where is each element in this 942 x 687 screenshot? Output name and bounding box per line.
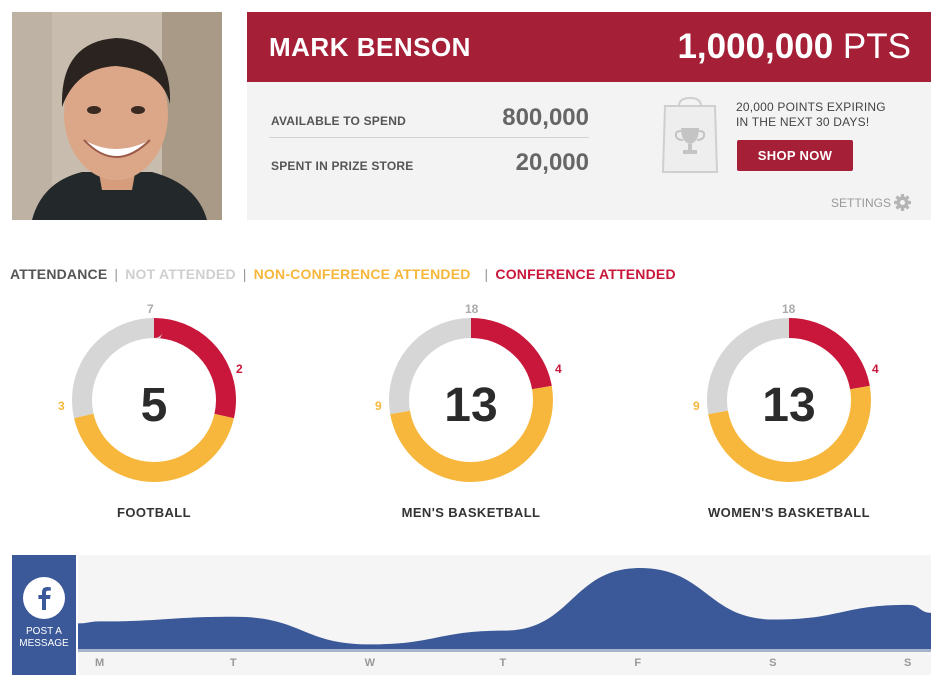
donut-title: MEN'S BASKETBALL <box>401 505 541 520</box>
gear-icon <box>894 194 911 211</box>
legend-separator: | <box>242 266 247 282</box>
donut-non-conference-label: 3 <box>58 399 65 413</box>
donut-conference-label: 2 <box>236 362 243 376</box>
donut-womens-basketball: 13 18 4 9 WOMEN'S BASKETBALL <box>689 300 889 530</box>
donut-non-conference-label: 9 <box>375 399 382 413</box>
expire-line-1: 20,000 POINTS EXPIRING <box>736 100 886 114</box>
available-value: 800,000 <box>502 104 589 131</box>
donut-title: WOMEN'S BASKETBALL <box>708 505 870 520</box>
post-message-label: POST A MESSAGE <box>12 626 76 650</box>
settings-link[interactable]: SETTINGS <box>831 194 911 211</box>
donut-mens-basketball: 13 18 4 9 MEN'S BASKETBALL <box>371 300 571 530</box>
available-row: AVAILABLE TO SPEND 800,000 <box>269 98 589 138</box>
day-label: S <box>769 657 777 669</box>
user-name: MARK BENSON <box>269 32 471 62</box>
activity-area <box>78 568 931 649</box>
legend-conference: CONFERENCE ATTENDED <box>495 266 676 282</box>
donut-chart <box>707 318 871 482</box>
activity-area-chart <box>78 568 931 652</box>
donut-football: 5 7 2 3 FOOTBALL <box>54 300 254 530</box>
day-label: T <box>499 657 507 669</box>
donut-segment-not-attended <box>389 318 553 482</box>
attendance-legend: ATTENDANCE | NOT ATTENDED | NON-CONFERENCE A… <box>10 266 676 282</box>
post-line-1: POST A <box>26 626 62 637</box>
donut-conference-label: 4 <box>872 362 879 376</box>
available-label: AVAILABLE TO SPEND <box>271 114 406 128</box>
donut-chart <box>389 318 553 482</box>
donut-segment-non-conference <box>707 318 871 482</box>
day-label: T <box>229 657 237 669</box>
day-label: M <box>95 657 105 669</box>
day-label: W <box>364 657 376 669</box>
day-label: F <box>634 657 642 669</box>
donut-total-label: 18 <box>465 302 479 316</box>
donut-center-value: 5 <box>140 379 168 432</box>
spent-value: 20,000 <box>515 149 589 176</box>
spent-row: SPENT IN PRIZE STORE 20,000 <box>269 142 589 182</box>
trophy-bag-icon <box>661 96 719 173</box>
donut-total-label: 7 <box>147 302 154 316</box>
donut-title: FOOTBALL <box>117 505 191 520</box>
donut-segment-non-conference <box>72 318 236 482</box>
profile-photo <box>12 12 222 220</box>
legend-attendance: ATTENDANCE <box>10 266 108 282</box>
points-unit: PTS <box>842 27 911 66</box>
legend-separator: | <box>114 266 119 282</box>
donut-non-conference-label: 9 <box>693 399 700 413</box>
post-line-2: MESSAGE <box>19 638 69 649</box>
donut-segment-non-conference <box>389 318 553 482</box>
points-value: 1,000,000 <box>677 27 834 66</box>
donut-segment-not-attended <box>707 318 871 482</box>
legend-non-conference: NON-CONFERENCE ATTENDED <box>253 266 471 282</box>
total-points: 1,000,000 PTS <box>677 27 911 67</box>
expire-line-2: IN THE NEXT 30 DAYS! <box>736 115 870 129</box>
donut-center-value: 13 <box>444 379 498 432</box>
donut-chart <box>72 318 236 482</box>
donut-total-label: 18 <box>782 302 796 316</box>
profile-header: MARK BENSON 1,000,000 PTS <box>247 12 931 82</box>
donut-conference-label: 4 <box>555 362 562 376</box>
facebook-post-button[interactable]: POST A MESSAGE <box>12 555 76 675</box>
points-panel: AVAILABLE TO SPEND 800,000 SPENT IN PRIZ… <box>247 82 931 220</box>
shop-now-button[interactable]: SHOP NOW <box>737 140 853 171</box>
chart-baseline <box>78 649 931 652</box>
settings-label: SETTINGS <box>830 195 891 210</box>
donut-segment-not-attended <box>72 318 236 482</box>
expiring-notice: 20,000 POINTS EXPIRING IN THE NEXT 30 DA… <box>736 100 926 130</box>
donut-center-value: 13 <box>762 379 816 432</box>
spent-label: SPENT IN PRIZE STORE <box>271 159 414 173</box>
facebook-icon <box>23 577 65 619</box>
day-label: S <box>904 657 912 669</box>
legend-not-attended: NOT ATTENDED <box>125 266 236 282</box>
legend-separator: | <box>484 266 489 282</box>
